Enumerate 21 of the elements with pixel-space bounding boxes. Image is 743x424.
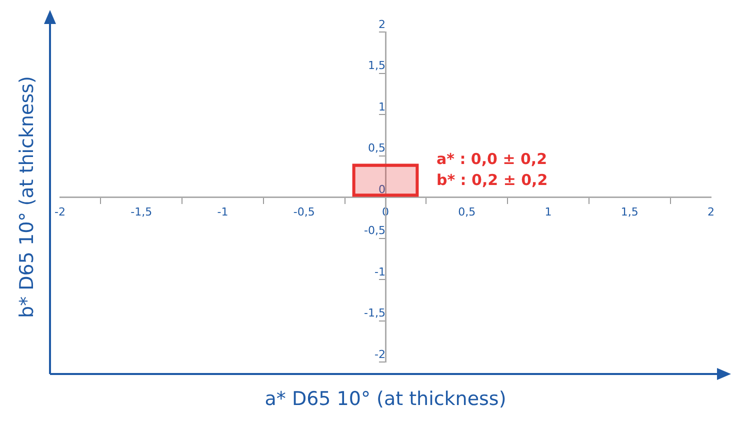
annotation: a* : 0,0 ± 0,2 <box>436 150 548 168</box>
y-tick-label: -2 <box>374 348 386 361</box>
y-tick-label: 0 <box>378 182 386 196</box>
y-tick-label: 1,5 <box>368 59 386 72</box>
y-tick-label: 2 <box>378 18 386 31</box>
y-axis-title: b* D65 10° (at thickness) <box>16 76 38 318</box>
x-tick-label: -2 <box>54 205 66 218</box>
x-tick-label: 1 <box>544 205 552 218</box>
x-tick-label: -1 <box>217 205 228 218</box>
y-tick-label: -1,5 <box>364 306 386 320</box>
y-tick-label: -0,5 <box>364 224 386 238</box>
x-axis-title: a* D65 10° (at thickness) <box>264 388 506 410</box>
y-tick-label: 1 <box>378 100 386 114</box>
x-tick-label: 1,5 <box>620 205 638 218</box>
annotation: b* : 0,2 ± 0,2 <box>436 170 548 189</box>
y-tick-label: -1 <box>374 265 386 278</box>
x-tick-label: -0,5 <box>293 205 315 218</box>
x-tick-label: 2 <box>708 205 714 218</box>
x-tick-label: -1,5 <box>130 205 152 218</box>
x-tick-label: 0,5 <box>458 205 476 218</box>
y-tick-label: 0,5 <box>368 142 386 155</box>
